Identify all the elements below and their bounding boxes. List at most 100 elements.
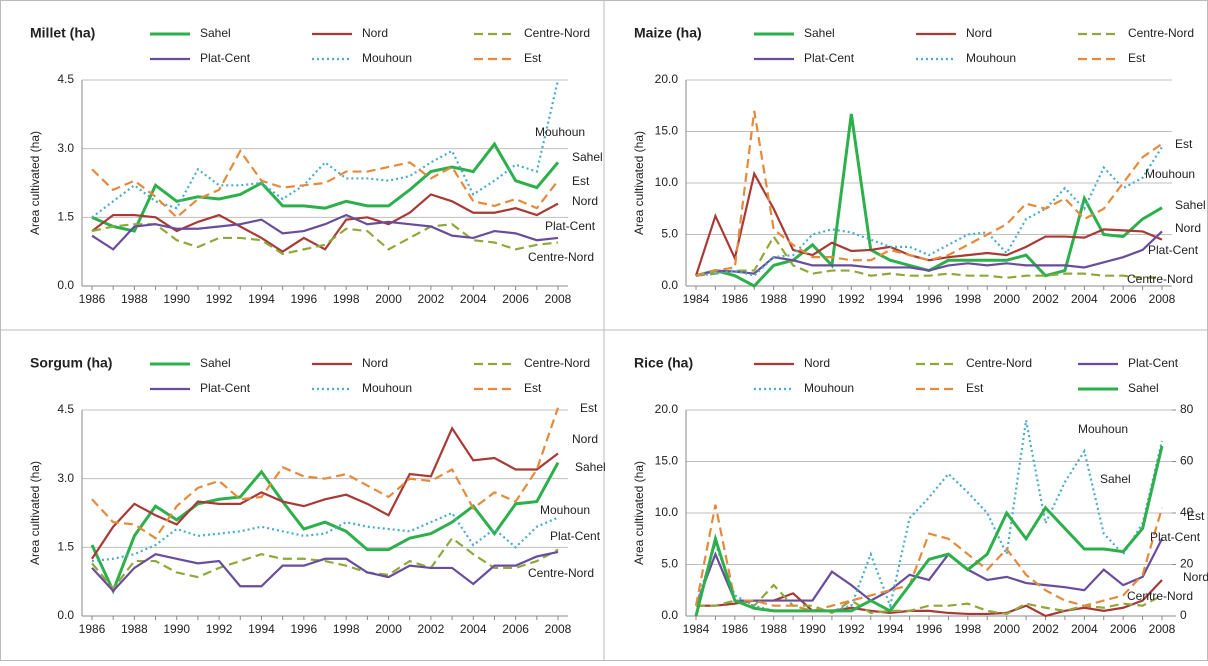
legend-label: Plat-Cent (1128, 356, 1179, 370)
y-tick-label: 5.0 (661, 227, 678, 241)
series-line (91, 141, 560, 233)
y-tick-label: 4.5 (57, 72, 74, 86)
series-line (91, 213, 559, 251)
panel-title: Sorgum (ha) (30, 355, 112, 371)
x-tick-label: 1990 (799, 622, 826, 636)
x-tick-label: 1990 (163, 622, 190, 636)
x-tick-label: 1990 (799, 292, 826, 306)
series-line (694, 538, 1163, 607)
series-line (91, 536, 559, 591)
series-line (694, 170, 1163, 277)
x-tick-label: 2008 (545, 292, 572, 306)
legend-label: Nord (362, 26, 388, 40)
legend-label: Est (966, 381, 984, 395)
x-tick-label: 1994 (877, 622, 904, 636)
y-tick-label: 4.5 (57, 402, 74, 416)
end-label: Nord (572, 432, 598, 446)
y-axis-label: Area cultivated (ha) (632, 131, 646, 235)
x-tick-label: 1994 (877, 292, 904, 306)
series-line (91, 426, 559, 560)
y-axis-label: Area cultivated (ha) (28, 461, 42, 565)
y-tick-label: 3.0 (57, 471, 74, 485)
legend-label: Centre-Nord (1128, 26, 1194, 40)
series-line (695, 234, 1162, 279)
legend-label: Plat-Cent (804, 51, 855, 65)
legend-label: Mouhoun (804, 381, 854, 395)
series-line (91, 511, 559, 563)
x-tick-label: 1984 (683, 622, 710, 636)
end-label: Mouhoun (1145, 167, 1195, 181)
x-tick-label: 1988 (121, 622, 148, 636)
x-tick-label: 1988 (760, 622, 787, 636)
x-tick-label: 1988 (121, 292, 148, 306)
y-tick-label: 10.0 (655, 505, 679, 519)
end-label: Centre-Nord (528, 566, 594, 580)
series-line (91, 550, 559, 593)
end-label: Sahel (572, 150, 603, 164)
panel-title: Rice (ha) (634, 355, 693, 371)
y-axis-label: Area cultivated (ha) (632, 461, 646, 565)
x-tick-label: 2002 (1032, 292, 1059, 306)
end-label: Centre-Nord (528, 250, 594, 264)
x-tick-label: 1986 (721, 292, 748, 306)
end-label: Nord (1183, 570, 1208, 584)
x-tick-label: 1996 (916, 292, 943, 306)
panel-title: Millet (ha) (30, 25, 95, 41)
legend-label: Mouhoun (966, 51, 1016, 65)
x-tick-label: 1992 (838, 292, 865, 306)
x-tick-label: 2004 (1071, 622, 1098, 636)
end-label: Plat-Cent (1150, 530, 1201, 544)
legend-label: Plat-Cent (200, 381, 251, 395)
x-tick-label: 1998 (954, 292, 981, 306)
legend-label: Sahel (804, 26, 835, 40)
end-label: Mouhoun (535, 125, 585, 139)
legend-label: Sahel (200, 26, 231, 40)
legend-label: Nord (362, 356, 388, 370)
x-tick-label: 2004 (1071, 292, 1098, 306)
legend-label: Sahel (200, 356, 231, 370)
series-line (695, 146, 1163, 277)
series-line (91, 148, 559, 219)
x-tick-label: 2004 (460, 622, 487, 636)
end-label: Plat-Cent (545, 219, 596, 233)
y2-tick-label: 60 (1180, 454, 1194, 468)
x-tick-label: 2000 (375, 292, 402, 306)
y-tick-label: 20.0 (655, 402, 679, 416)
end-label: Sahel (1100, 472, 1131, 486)
x-tick-label: 2006 (502, 292, 529, 306)
x-tick-label: 1990 (163, 292, 190, 306)
y-tick-label: 15.0 (655, 124, 679, 138)
end-label: Mouhoun (1078, 422, 1128, 436)
end-label: Mouhoun (540, 503, 590, 517)
x-tick-label: 1998 (333, 292, 360, 306)
x-tick-label: 1984 (683, 292, 710, 306)
end-label: Sahel (575, 460, 606, 474)
x-tick-label: 1986 (721, 622, 748, 636)
legend-label: Centre-Nord (524, 26, 590, 40)
x-tick-label: 2000 (993, 292, 1020, 306)
legend-label: Sahel (1128, 381, 1159, 395)
x-tick-label: 2008 (1149, 292, 1176, 306)
x-tick-label: 1996 (290, 292, 317, 306)
x-tick-label: 2008 (545, 622, 572, 636)
end-label: Plat-Cent (550, 529, 601, 543)
y-tick-label: 0.0 (661, 608, 678, 622)
x-tick-label: 1996 (916, 622, 943, 636)
series-line (91, 407, 560, 540)
x-tick-label: 2006 (502, 622, 529, 636)
x-tick-label: 1994 (248, 622, 275, 636)
y-tick-label: 15.0 (655, 454, 679, 468)
y-tick-label: 10.0 (655, 175, 679, 189)
legend-label: Nord (804, 356, 830, 370)
y-tick-label: 20.0 (655, 72, 679, 86)
y2-tick-label: 20 (1180, 557, 1194, 571)
y2-tick-label: 40 (1180, 505, 1194, 519)
legend-label: Est (524, 51, 542, 65)
x-tick-label: 2004 (460, 292, 487, 306)
panel-title: Maize (ha) (634, 25, 702, 41)
x-tick-label: 2002 (418, 622, 445, 636)
y2-tick-label: 80 (1180, 402, 1194, 416)
x-tick-label: 1988 (760, 292, 787, 306)
series-line (694, 445, 1164, 617)
